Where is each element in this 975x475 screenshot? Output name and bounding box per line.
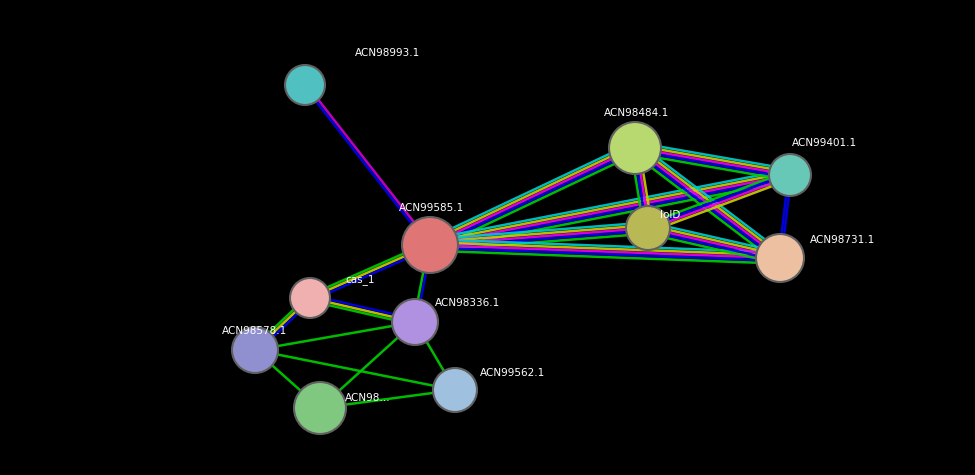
Text: cas_1: cas_1	[345, 274, 374, 285]
Circle shape	[433, 368, 477, 412]
Circle shape	[290, 278, 330, 318]
Circle shape	[232, 327, 278, 373]
Text: ACN98731.1: ACN98731.1	[810, 235, 876, 245]
Text: ACN98993.1: ACN98993.1	[355, 48, 420, 58]
Text: ACN99585.1: ACN99585.1	[400, 203, 465, 213]
Circle shape	[609, 122, 661, 174]
Circle shape	[402, 217, 458, 273]
Text: ACN98484.1: ACN98484.1	[604, 108, 670, 118]
Text: ACN98578.1: ACN98578.1	[222, 326, 288, 336]
Circle shape	[769, 154, 811, 196]
Circle shape	[392, 299, 438, 345]
Circle shape	[294, 382, 346, 434]
Circle shape	[285, 65, 325, 105]
Text: ACN98…: ACN98…	[345, 393, 391, 403]
Circle shape	[626, 206, 670, 250]
Text: ACN99562.1: ACN99562.1	[480, 368, 545, 378]
Text: ACN98336.1: ACN98336.1	[435, 298, 500, 308]
Text: loID: loID	[660, 210, 681, 220]
Text: ACN99401.1: ACN99401.1	[792, 138, 857, 148]
Circle shape	[756, 234, 804, 282]
